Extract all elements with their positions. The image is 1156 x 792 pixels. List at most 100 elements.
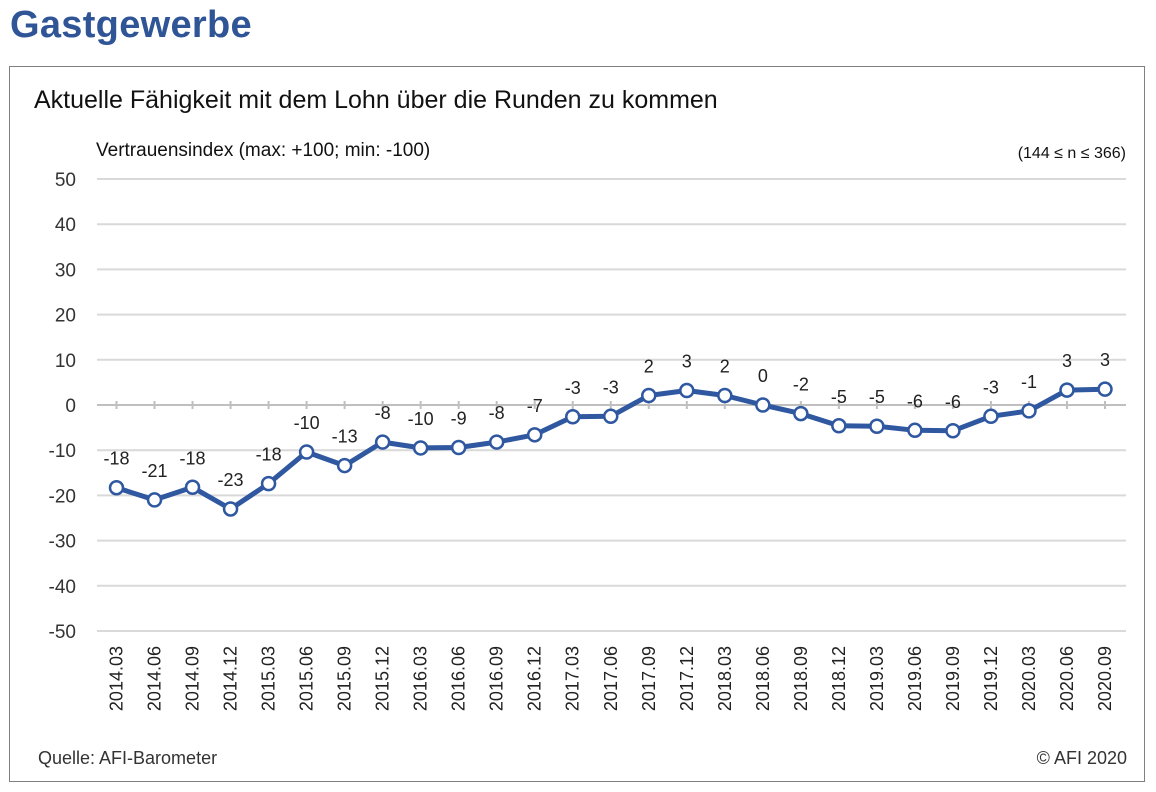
x-tick-label: 2018.06 — [753, 646, 773, 711]
data-point — [526, 427, 543, 443]
data-label: -6 — [907, 391, 923, 411]
data-point — [755, 397, 771, 413]
y-tick-label: 30 — [55, 260, 76, 281]
data-label: -8 — [375, 403, 391, 423]
x-tick-label: 2016.06 — [449, 646, 469, 711]
data-point — [450, 439, 467, 456]
y-tick-label: 40 — [55, 215, 76, 236]
data-label: -5 — [831, 387, 847, 407]
data-point — [983, 408, 999, 425]
data-point — [146, 492, 163, 508]
data-point — [108, 479, 125, 496]
chart-title: Aktuelle Fähigkeit mit dem Lohn über die… — [34, 86, 718, 114]
data-point — [184, 479, 201, 496]
y-tick-label: -20 — [49, 486, 76, 507]
x-tick-label: 2017.03 — [563, 646, 583, 711]
data-point — [1059, 382, 1075, 398]
y-tick-label: -50 — [49, 622, 76, 643]
x-axis — [97, 401, 1126, 409]
data-label: -1 — [1021, 372, 1037, 392]
data-point — [298, 444, 315, 460]
data-point — [564, 409, 581, 425]
x-tick-label: 2020.03 — [1019, 646, 1039, 711]
data-label: -13 — [332, 427, 358, 447]
data-label: -6 — [945, 392, 961, 412]
x-tick-label: 2017.12 — [677, 646, 697, 711]
data-label: 0 — [758, 366, 768, 386]
data-label: -2 — [793, 375, 809, 395]
data-point — [488, 434, 505, 450]
x-tick-label: 2016.03 — [411, 646, 431, 711]
data-point — [336, 457, 353, 474]
data-label: -3 — [983, 377, 999, 397]
x-tick-label: 2019.09 — [943, 646, 963, 711]
data-label: -10 — [294, 413, 320, 433]
data-label: 3 — [1062, 351, 1072, 371]
page-heading: Gastgewerbe — [10, 4, 252, 46]
data-label: -18 — [256, 445, 282, 465]
x-tick-label: 2018.12 — [829, 646, 849, 711]
data-point — [374, 434, 391, 450]
data-label: -9 — [451, 408, 467, 428]
data-label: 2 — [644, 357, 654, 377]
x-tick-label: 2017.09 — [639, 646, 659, 711]
data-label: 2 — [720, 357, 730, 377]
x-tick-label: 2014.03 — [107, 646, 127, 711]
data-label: -21 — [142, 461, 168, 481]
y-tick-label: -10 — [49, 441, 76, 462]
data-point — [1021, 403, 1037, 419]
x-tick-label: 2015.09 — [335, 646, 355, 711]
data-label: -3 — [603, 377, 619, 397]
x-tick-label: 2018.03 — [715, 646, 735, 711]
data-point — [603, 408, 619, 425]
x-axis-ticks: 2014.03 2014.06 2014.09 2014.12 2015.03 2015.… — [107, 646, 1116, 711]
data-label: -5 — [869, 387, 885, 407]
data-point — [679, 382, 695, 399]
x-tick-label: 2015.03 — [259, 646, 279, 711]
data-point — [831, 418, 847, 434]
data-label: -18 — [180, 448, 206, 468]
x-tick-label: 2019.03 — [867, 646, 887, 711]
data-markers — [108, 381, 1113, 517]
data-point — [907, 422, 923, 439]
data-point — [793, 405, 809, 422]
x-tick-label: 2015.06 — [297, 646, 317, 711]
data-label: -10 — [408, 409, 434, 429]
x-tick-label: 2018.09 — [791, 646, 811, 711]
y-tick-label: -40 — [49, 577, 76, 598]
chart-frame — [9, 66, 1145, 782]
x-tick-label: 2014.12 — [221, 646, 241, 711]
x-tick-label: 2015.12 — [373, 646, 393, 711]
y-tick-label: 20 — [55, 306, 76, 327]
x-tick-label: 2019.06 — [905, 646, 925, 711]
data-point — [412, 440, 429, 456]
y-tick-label: 50 — [55, 170, 76, 191]
data-label: 3 — [682, 352, 692, 372]
data-point — [869, 418, 885, 434]
data-label: -7 — [527, 396, 543, 416]
y-tick-label: 10 — [55, 351, 76, 372]
y-axis-ticks: 50 40 30 20 10 0 -10 -20 -30 -40 -50 — [49, 170, 76, 643]
x-tick-label: 2014.06 — [145, 646, 165, 711]
data-label: -8 — [489, 403, 505, 423]
data-point — [641, 387, 657, 404]
data-label: 3 — [1100, 350, 1110, 370]
data-labels: -18-21-18-23-18-10-13-8 -10 -9 -8 -7-3 -32 3 2 0… — [103, 350, 1110, 490]
data-point — [222, 501, 239, 517]
y-tick-label: 0 — [65, 396, 76, 417]
data-point — [945, 423, 961, 439]
copyright-note: © AFI 2020 — [1037, 748, 1127, 768]
data-label: -18 — [103, 449, 129, 469]
data-point — [260, 475, 277, 492]
grid-lines — [97, 178, 1126, 632]
x-tick-label: 2016.12 — [525, 646, 545, 711]
sample-size-note: (144 ≤ n ≤ 366) — [1018, 145, 1126, 162]
x-tick-label: 2017.06 — [601, 646, 621, 711]
data-point — [1097, 381, 1113, 397]
y-tick-label: -30 — [49, 532, 76, 553]
data-label: -23 — [218, 470, 244, 490]
x-tick-label: 2020.09 — [1095, 646, 1115, 711]
source-note: Quelle: AFI-Barometer — [38, 748, 217, 768]
x-tick-label: 2014.09 — [183, 646, 203, 711]
